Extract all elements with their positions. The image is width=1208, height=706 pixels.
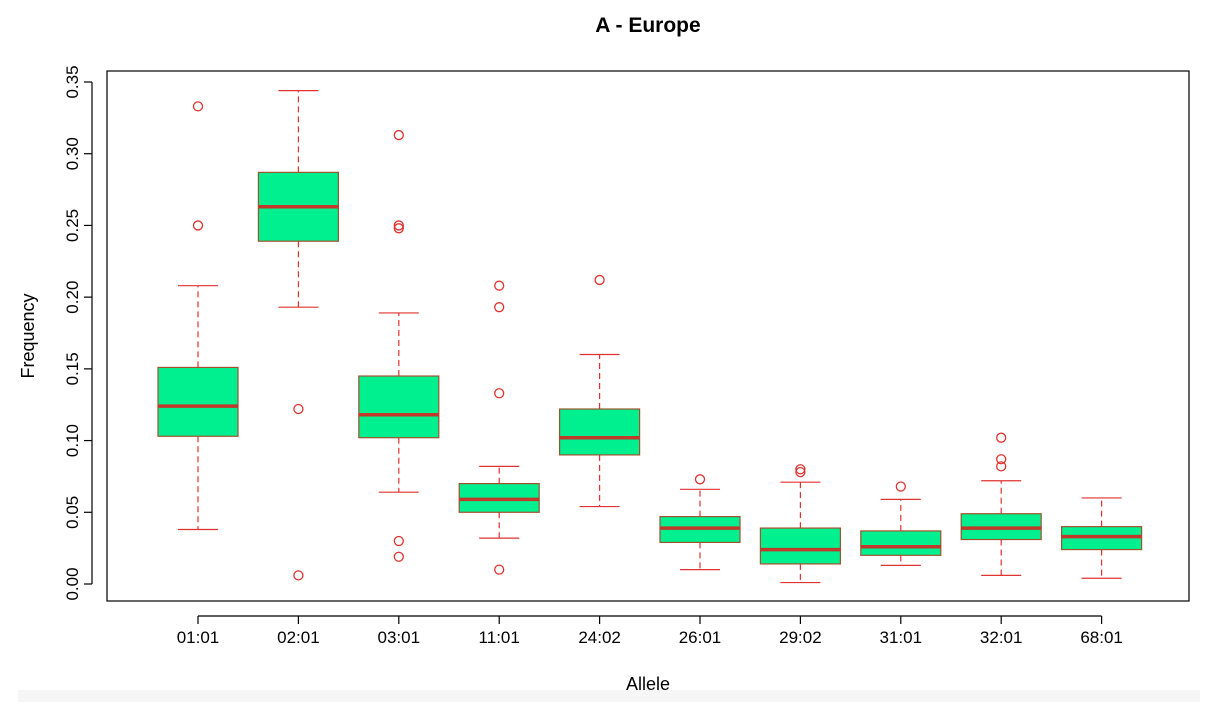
x-tick-label: 68:01 — [1080, 628, 1123, 647]
chart-marks: 0.00 0.05 0.10 0.15 0.20 0.25 0.30 0.35 01:01 02:… — [63, 65, 1143, 647]
x-tick-label: 24:02 — [578, 628, 621, 647]
outlier-point — [996, 461, 1007, 472]
outlier-point — [192, 101, 204, 112]
box-iqr — [358, 375, 440, 439]
y-axis-label: Frequency — [18, 293, 38, 378]
outlier-point — [393, 220, 404, 231]
outlier-point — [393, 129, 404, 141]
outlier-point — [192, 220, 204, 231]
outlier-point — [694, 474, 706, 485]
y-tick-label: 0.20 — [63, 281, 82, 314]
x-tick-label: 32:01 — [980, 628, 1023, 647]
outlier-point — [293, 570, 304, 581]
y-tick-label: 0.10 — [63, 424, 82, 457]
outlier-point — [795, 466, 806, 478]
outlier-point — [795, 464, 806, 475]
outlier-point — [895, 481, 906, 492]
x-tick-label: 01:01 — [177, 628, 220, 647]
outlier-point — [393, 535, 404, 547]
y-tick-label: 0.00 — [63, 567, 82, 600]
x-tick-label: 11:01 — [479, 628, 520, 647]
x-tick-label: 31:01 — [880, 628, 923, 647]
box-iqr — [759, 527, 842, 565]
x-tick-label: 26:01 — [679, 628, 722, 647]
y-tick-label: 0.25 — [63, 209, 82, 242]
y-tick-label: 0.05 — [63, 496, 82, 529]
box-iqr — [860, 530, 942, 556]
y-tick-label: 0.30 — [63, 137, 82, 170]
outlier-point — [996, 432, 1007, 443]
outlier-point — [293, 403, 304, 415]
y-tick-label: 0.15 — [63, 352, 82, 385]
x-tick-label: 03:01 — [378, 628, 421, 647]
outlier-point — [393, 223, 404, 234]
chart-title: A - Europe — [595, 14, 700, 37]
plot-area-frame — [106, 70, 1190, 602]
outlier-point — [594, 274, 605, 286]
box-iqr — [157, 366, 239, 437]
x-tick-label: 29:02 — [779, 628, 822, 647]
outlier-point — [393, 551, 404, 562]
footer-strip — [18, 690, 1200, 702]
box-iqr — [558, 408, 641, 456]
outlier-point — [494, 564, 505, 575]
outlier-point — [996, 454, 1007, 465]
outlier-point — [494, 280, 505, 291]
outlier-point — [494, 388, 505, 399]
outlier-point — [494, 302, 505, 313]
y-tick-label: 0.35 — [63, 65, 82, 98]
x-axis-label: Allele — [626, 674, 670, 694]
x-tick-label: 02:01 — [277, 628, 320, 647]
